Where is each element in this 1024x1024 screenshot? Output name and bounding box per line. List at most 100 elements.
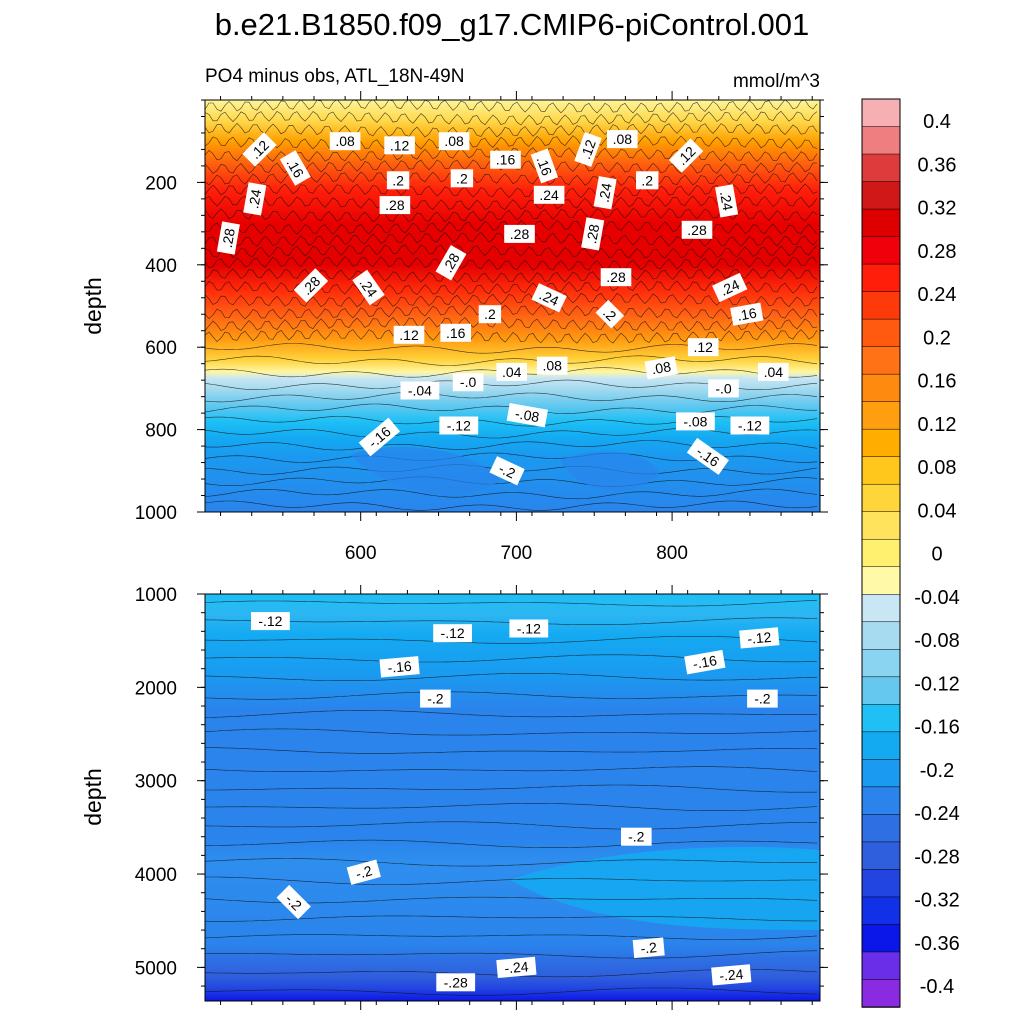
contour-label-box — [436, 973, 476, 992]
upper-contour-label: -.2 — [489, 456, 525, 486]
colorbar-label: -0.28 — [914, 846, 960, 868]
contour-label-box — [216, 221, 240, 255]
contour-label-text: -.2 — [496, 460, 518, 481]
upper-contour-line — [205, 355, 818, 366]
lower-contour-line — [205, 950, 817, 959]
upper-ytick-label: 200 — [145, 173, 177, 194]
upper-contour-label: -.12 — [439, 416, 479, 435]
upper-contour-label: -.0 — [452, 373, 484, 392]
upper-contour-label: .08 — [607, 130, 638, 149]
contour-label-text: .16 — [534, 154, 556, 178]
contour-label-text: .28 — [385, 197, 405, 213]
contour-label-box — [676, 412, 715, 431]
contour-label-box — [681, 220, 713, 239]
upper-contour-line — [205, 195, 818, 211]
colorbar-swatch — [861, 621, 901, 651]
upper-contour-label: .24 — [531, 283, 567, 313]
upper-contour-label: .2 — [636, 171, 659, 190]
contour-label-box — [386, 171, 410, 190]
upper-contour-label: .16 — [490, 150, 521, 169]
upper-contour-label: .24 — [593, 176, 617, 210]
colorbar-label: -0.12 — [914, 673, 960, 695]
upper-deep-region-2 — [560, 451, 660, 491]
upper-contour-label: .24 — [352, 269, 385, 306]
upper-ylabel: depth — [80, 277, 106, 335]
upper-contour-label: .28 — [216, 221, 240, 255]
upper-contour-line — [205, 488, 818, 500]
contour-label-text: .08 — [444, 133, 464, 149]
contour-label-text: .12 — [693, 339, 713, 355]
contour-label-text: .08 — [542, 358, 562, 374]
upper-contour-label: .2 — [595, 299, 625, 329]
contour-label-box — [758, 362, 789, 381]
upper-contour-line — [205, 183, 818, 199]
lower-ytick-label: 5000 — [135, 958, 177, 979]
chart-subtitle: PO4 minus obs, ATL_18N-49N — [205, 66, 464, 87]
contour-label-box — [440, 323, 471, 342]
lower-contour-label: -.16 — [379, 656, 420, 678]
lower-ytick-label: 2000 — [135, 678, 177, 699]
contour-label-box — [393, 325, 425, 344]
units-label: mmol/m^3 — [733, 71, 820, 92]
contour-label-text: .28 — [687, 222, 707, 238]
upper-contour-label: .2 — [386, 171, 410, 190]
contour-label-box — [279, 150, 311, 186]
contour-label-box — [600, 268, 632, 287]
lower-contour-label: -.12 — [739, 627, 780, 649]
upper-xtick-label: 800 — [656, 543, 688, 564]
upper-contour-line — [205, 100, 818, 114]
contour-label-text: -.2 — [354, 862, 374, 882]
contour-label-box — [711, 964, 752, 986]
contour-label-box — [595, 299, 625, 329]
contour-label-box — [644, 356, 678, 380]
upper-contour-label: .16 — [440, 323, 471, 342]
lower-contour-label: -.12 — [509, 619, 549, 638]
contour-label-text: -.28 — [444, 974, 468, 990]
lower-contour-label: -.2 — [420, 689, 451, 708]
upper-contour-line — [205, 500, 818, 511]
lower-contour-line — [205, 691, 817, 700]
lower-lighter-region — [510, 846, 820, 930]
colorbar-swatch — [861, 649, 901, 678]
colorbar-swatch — [861, 566, 901, 596]
contour-label-box — [496, 362, 527, 381]
contour-label-box — [581, 217, 605, 251]
upper-contour-label: .12 — [393, 325, 425, 344]
lower-contour-line — [205, 747, 818, 754]
contour-label-text: .04 — [764, 364, 784, 380]
contour-label-text: -.2 — [640, 939, 658, 956]
upper-contour-label: .12 — [687, 338, 719, 357]
upper-deep-region-1 — [350, 447, 500, 495]
colorbar-label: 0.24 — [918, 284, 957, 306]
contour-label-box — [243, 182, 267, 216]
upper-axis-ticks: 200 400 600 800 1000 600 700 800 — [135, 91, 828, 564]
lower-contour-label: -.2 — [747, 689, 778, 708]
lower-ytick-label: 1000 — [135, 585, 177, 606]
colorbar-swatches — [861, 98, 901, 1008]
contour-label-box — [400, 381, 440, 400]
contour-label-box — [438, 132, 470, 151]
colorbar-swatch — [861, 676, 901, 706]
contour-label-text: .2 — [641, 172, 653, 188]
colorbar-swatch — [861, 841, 901, 871]
upper-contour-label: .24 — [243, 182, 267, 216]
upper-contour-line — [205, 134, 818, 150]
colorbar-swatch — [861, 153, 901, 183]
upper-contour-line — [205, 292, 818, 308]
upper-contour-label: .28 — [681, 220, 713, 239]
colorbar-swatch — [861, 126, 901, 155]
contour-label-text: -.04 — [408, 383, 432, 399]
contour-label-box — [329, 132, 361, 151]
upper-contour-label: .16 — [530, 148, 559, 184]
colorbar: 0.4 0.36 0.32 0.28 0.24 0.2 0.16 0.12 0.08 0.04 0 -… — [861, 98, 960, 1008]
upper-contour-label: .2 — [478, 305, 502, 324]
contour-label-box — [730, 302, 764, 326]
colorbar-swatch — [861, 759, 901, 788]
colorbar-label: -0.24 — [914, 803, 960, 825]
contour-label-text: .28 — [219, 227, 238, 249]
contour-label-text: -.12 — [747, 629, 773, 647]
lower-frame — [204, 593, 821, 1002]
contour-label-box — [533, 185, 565, 204]
